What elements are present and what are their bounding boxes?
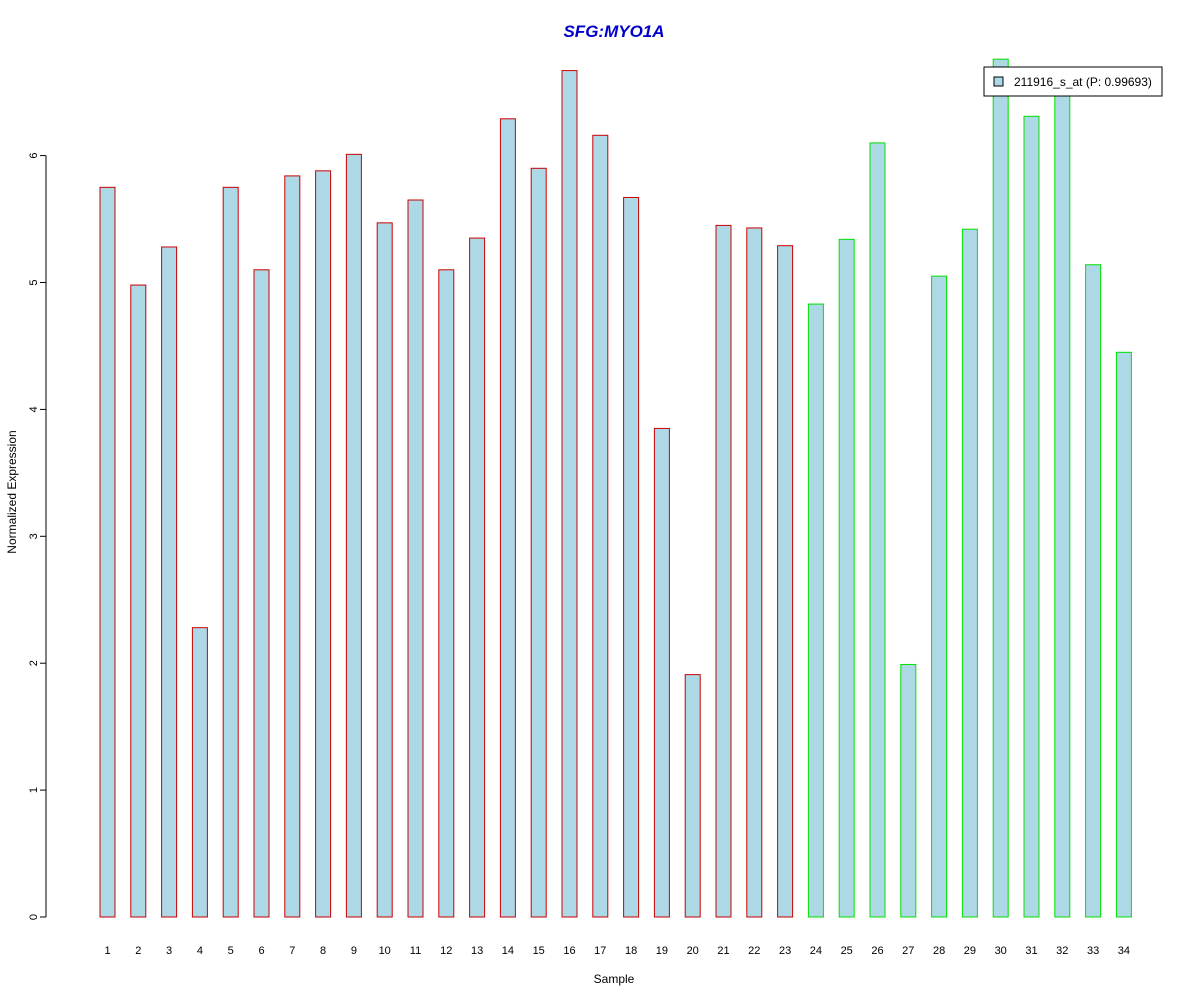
x-tick-label: 29 (964, 945, 976, 957)
y-tick-label: 6 (28, 153, 40, 159)
bars (99, 58, 1132, 918)
x-tick-label: 22 (748, 945, 760, 957)
bar-sample-17 (592, 134, 609, 918)
bar-sample-32 (1054, 82, 1071, 918)
bar-sample-18 (623, 196, 640, 918)
x-tick-label: 6 (258, 945, 264, 957)
x-tick-label: 28 (933, 945, 945, 957)
x-tick-label: 12 (440, 945, 452, 957)
bar-sample-31 (1023, 115, 1040, 918)
bar-sample-4 (191, 627, 208, 918)
y-tick-label: 2 (28, 660, 40, 666)
bar-sample-16 (561, 70, 578, 918)
y-tick-label: 5 (28, 279, 40, 285)
bar-sample-20 (684, 674, 701, 918)
x-tick-label: 34 (1118, 945, 1130, 957)
x-tick-label: 4 (197, 945, 203, 957)
bar-sample-26 (869, 142, 886, 918)
bar-sample-8 (315, 170, 332, 918)
x-axis-title: Sample (594, 972, 635, 986)
bar-sample-28 (931, 275, 948, 918)
bar-sample-24 (807, 303, 824, 918)
x-tick-label: 18 (625, 945, 637, 957)
x-tick-label: 14 (502, 945, 514, 957)
bar-sample-33 (1085, 264, 1102, 918)
bar-sample-10 (376, 222, 393, 918)
x-tick-label: 24 (810, 945, 822, 957)
bar-sample-9 (345, 153, 362, 918)
bar-sample-11 (407, 199, 424, 918)
legend-box (983, 66, 1163, 97)
bar-sample-27 (900, 663, 917, 918)
bar-sample-12 (438, 269, 455, 918)
x-tick-label: 33 (1087, 945, 1099, 957)
bar-sample-34 (1115, 351, 1132, 918)
bar-sample-30 (992, 58, 1009, 918)
x-tick-label: 32 (1056, 945, 1068, 957)
x-axis-labels: 1 2 3 4 5 6 7 8 9 10 11 12 13 14 15 16 17 18 19 20 21 22 23 24 2… (104, 945, 1130, 957)
y-tick-label: 1 (28, 787, 40, 793)
bar-sample-7 (284, 175, 301, 918)
bar-sample-13 (469, 237, 486, 918)
legend-swatch (993, 76, 1004, 87)
x-tick-label: 5 (228, 945, 234, 957)
bar-sample-6 (253, 269, 270, 918)
legend-entry: 211916_s_at (P: 0.99693) (1014, 75, 1152, 89)
chart-title: SFG:MYO1A (563, 22, 664, 41)
x-tick-label: 7 (289, 945, 295, 957)
x-tick-label: 19 (656, 945, 668, 957)
y-axis: 0 1 2 3 4 5 6 (28, 153, 47, 920)
bar-sample-25 (838, 238, 855, 918)
x-tick-label: 8 (320, 945, 326, 957)
bar-sample-23 (777, 245, 794, 918)
x-tick-label: 11 (410, 945, 421, 957)
x-tick-label: 1 (104, 945, 110, 957)
x-tick-label: 2 (135, 945, 141, 957)
x-tick-label: 3 (166, 945, 172, 957)
bar-sample-3 (161, 246, 178, 918)
y-tick-label: 4 (28, 406, 40, 412)
y-axis-title: Normalized Expression (5, 430, 19, 553)
x-tick-label: 10 (379, 945, 391, 957)
bar-sample-2 (130, 284, 147, 918)
x-tick-label: 23 (779, 945, 791, 957)
bar-sample-29 (961, 228, 978, 918)
x-tick-label: 17 (594, 945, 606, 957)
bar-sample-22 (746, 227, 763, 918)
bar-sample-19 (653, 427, 670, 918)
x-tick-label: 9 (351, 945, 357, 957)
x-tick-label: 27 (902, 945, 914, 957)
x-tick-label: 15 (533, 945, 545, 957)
x-tick-label: 13 (471, 945, 483, 957)
bar-sample-5 (222, 186, 239, 918)
x-tick-label: 20 (687, 945, 699, 957)
legend: 211916_s_at (P: 0.99693) (983, 66, 1163, 97)
bar-sample-21 (715, 224, 732, 918)
x-tick-label: 26 (871, 945, 883, 957)
x-tick-label: 31 (1025, 945, 1037, 957)
x-tick-label: 16 (563, 945, 575, 957)
bar-sample-14 (499, 118, 516, 918)
x-tick-label: 30 (995, 945, 1007, 957)
bar-sample-15 (530, 167, 547, 918)
x-tick-label: 21 (717, 945, 729, 957)
y-tick-label: 3 (28, 533, 40, 539)
bar-sample-1 (99, 186, 116, 918)
x-tick-label: 25 (841, 945, 853, 957)
y-tick-label: 0 (28, 914, 40, 920)
